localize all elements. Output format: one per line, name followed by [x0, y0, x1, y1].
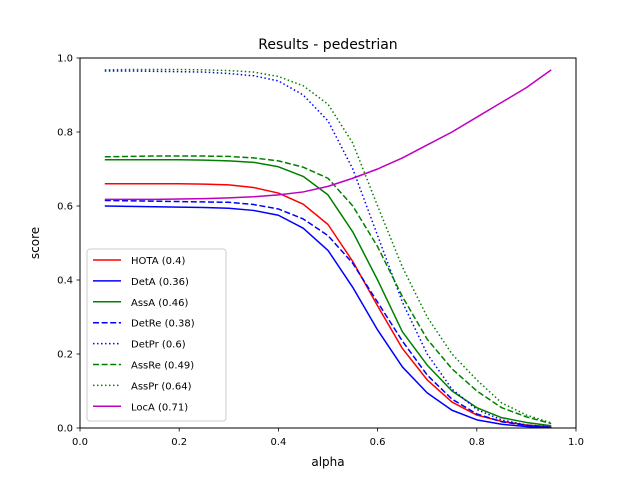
legend-label: AssA (0.46)	[131, 298, 188, 309]
legend-label: DetA (0.36)	[131, 277, 189, 288]
series-group	[104, 68, 552, 428]
x-tick-label: 0.8	[469, 437, 485, 448]
legend-label: HOTA (0.4)	[131, 256, 186, 267]
y-tick-label: 0.0	[57, 424, 73, 435]
legend-label: LocA (0.71)	[131, 402, 188, 413]
x-axis-label: alpha	[311, 455, 344, 469]
x-tick-label: 1.0	[568, 437, 584, 448]
series-line-3	[104, 199, 552, 428]
legend-label: AssPr (0.64)	[131, 381, 192, 392]
x-tick-label: 0.0	[72, 437, 88, 448]
legend: HOTA (0.4) DetA (0.36) AssA (0.46) DetRe (0…	[86, 248, 227, 422]
series-line-5	[104, 155, 552, 425]
x-tick-label: 0.6	[370, 437, 386, 448]
y-tick-label: 0.8	[57, 128, 73, 139]
x-tick-label: 0.4	[270, 437, 286, 448]
series-line-1	[104, 205, 552, 428]
y-tick-label: 0.2	[57, 350, 73, 361]
y-axis-label: score	[28, 227, 42, 259]
legend-label: DetPr (0.6)	[131, 340, 186, 351]
legend-box	[86, 248, 227, 422]
legend-label: DetRe (0.38)	[131, 319, 195, 330]
plot-frame	[79, 57, 577, 429]
x-axis: 0.0 0.2 0.4 0.6 0.8 1.0	[72, 428, 584, 448]
y-axis: 0.0 0.2 0.4 0.6 0.8 1.0	[57, 54, 80, 435]
chart-title: Results - pedestrian	[258, 37, 397, 53]
y-tick-label: 0.6	[57, 202, 73, 213]
plot-area	[104, 68, 552, 428]
legend-label: AssRe (0.49)	[131, 361, 194, 372]
x-tick-label: 0.2	[171, 437, 187, 448]
series-line-2	[104, 159, 552, 427]
y-tick-label: 0.4	[57, 276, 73, 287]
series-line-7	[104, 69, 552, 201]
series-line-0	[104, 183, 552, 428]
y-tick-label: 1.0	[57, 54, 73, 65]
